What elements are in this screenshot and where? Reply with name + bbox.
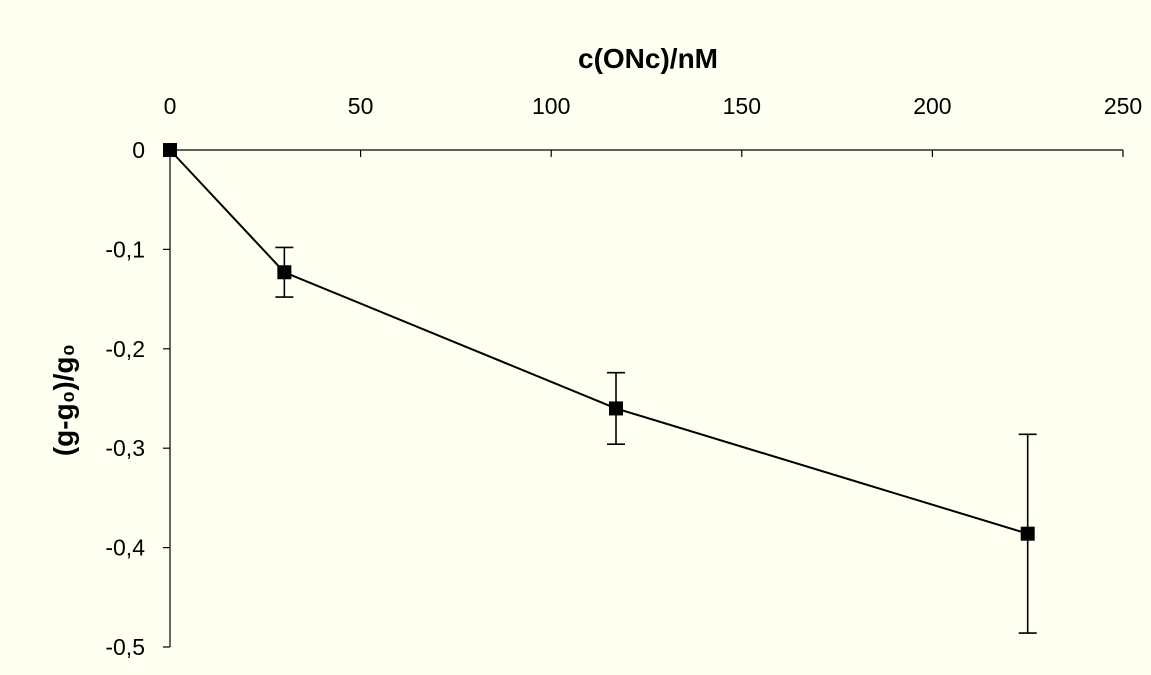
x-tick-label: 250 <box>1104 93 1142 119</box>
x-tick-label: 0 <box>164 93 177 119</box>
x-tick-label: 50 <box>348 93 374 119</box>
x-tick-label: 200 <box>913 93 951 119</box>
x-tick-label: 100 <box>532 93 570 119</box>
x-tick-label: 150 <box>723 93 761 119</box>
y-tick-label: -0,1 <box>105 236 145 262</box>
series-line <box>169 149 1028 535</box>
y-axis-title: (g-g₀)/g₀ <box>48 344 79 456</box>
x-axis-title: c(ONc)/nM <box>578 43 718 74</box>
chart-axes <box>163 149 1124 648</box>
y-tick-label: -0,2 <box>105 336 145 362</box>
data-point <box>163 143 177 157</box>
plot-area <box>163 143 1037 634</box>
tick-labels: 0 50 100 150 200 250 0 -0,1 -0,2 -0,3 -0,4 -0,5 <box>105 93 1142 660</box>
y-tick-label: -0,4 <box>105 535 145 561</box>
y-tick-label: 0 <box>132 137 145 163</box>
y-tick-label: -0,5 <box>105 634 145 660</box>
data-point <box>609 401 624 416</box>
data-point <box>1020 526 1035 541</box>
data-point <box>277 265 292 280</box>
y-tick-label: -0,3 <box>105 435 145 461</box>
